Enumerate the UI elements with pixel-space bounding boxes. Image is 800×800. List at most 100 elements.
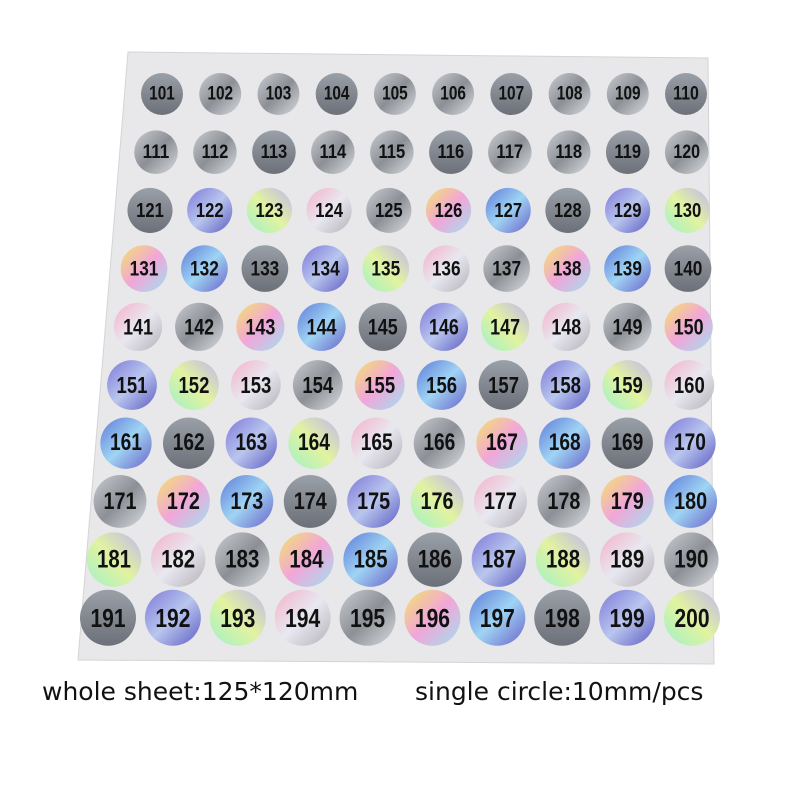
sticker: [181, 245, 228, 292]
sticker: [545, 187, 591, 233]
sticker-number: 149: [613, 314, 643, 339]
sticker-number: 166: [423, 430, 455, 456]
sticker: [474, 474, 527, 528]
sticker-number: 145: [368, 314, 398, 339]
sticker-number: 110: [673, 84, 699, 105]
sticker: [605, 187, 651, 233]
sticker: [141, 73, 183, 115]
sticker: [476, 417, 528, 469]
sticker-number: 153: [240, 372, 271, 398]
sticker-number: 123: [256, 199, 284, 222]
sticker: [134, 130, 178, 174]
sticker: [604, 245, 651, 292]
sticker-number: 155: [364, 372, 395, 398]
sticker-number: 115: [379, 141, 406, 163]
sticker: [664, 474, 718, 528]
sticker: [601, 417, 653, 469]
sticker: [413, 417, 466, 469]
sticker: [664, 532, 719, 587]
sticker-number: 189: [610, 546, 644, 574]
sticker-number: 126: [435, 199, 463, 222]
sticker: [534, 589, 591, 646]
sticker-number: 159: [612, 372, 643, 398]
sticker: [471, 532, 527, 587]
sticker-number: 134: [311, 257, 340, 281]
sticker: [351, 417, 403, 469]
sticker: [422, 245, 470, 292]
sticker-number: 151: [117, 372, 148, 398]
sticker-number: 162: [173, 430, 205, 456]
sticker: [419, 302, 469, 351]
sticker-number: 184: [289, 546, 323, 574]
sticker: [306, 187, 352, 233]
sticker: [600, 474, 654, 528]
sticker-number: 112: [202, 141, 229, 163]
sticker: [404, 589, 461, 646]
sticker-number: 101: [149, 84, 175, 105]
sticker-number: 196: [415, 603, 450, 633]
sticker: [209, 589, 266, 646]
sticker-number: 122: [196, 199, 224, 222]
sticker: [230, 360, 281, 410]
sticker: [535, 532, 591, 587]
sticker-number: 188: [546, 546, 580, 574]
sticker-number: 198: [545, 603, 580, 633]
sticker: [225, 417, 277, 469]
sticker: [488, 130, 532, 174]
sticker-number: 125: [375, 199, 403, 222]
sticker: [478, 360, 529, 410]
sticker: [150, 532, 206, 587]
sticker: [288, 417, 340, 469]
sticker-number: 139: [613, 257, 642, 281]
sticker: [302, 245, 349, 292]
sticker-number: 142: [184, 314, 214, 339]
sticker: [485, 187, 531, 233]
sticker: [347, 474, 401, 528]
sticker-number: 192: [155, 603, 190, 633]
sticker-number: 161: [110, 430, 142, 456]
sticker: [664, 130, 709, 174]
sticker: [315, 73, 358, 115]
sticker-number: 200: [674, 603, 709, 633]
sticker-number: 158: [550, 372, 581, 398]
sticker-number: 187: [482, 546, 516, 574]
sticker-number: 175: [357, 488, 390, 515]
sticker: [362, 245, 410, 292]
sticker: [187, 187, 233, 233]
sticker: [664, 302, 713, 351]
sticker-number: 129: [614, 199, 642, 222]
sticker: [664, 589, 720, 646]
sticker: [539, 417, 591, 469]
sticker: [410, 474, 464, 528]
sticker-number: 147: [490, 314, 520, 339]
sticker-number: 199: [610, 603, 645, 633]
sticker: [113, 302, 163, 351]
sticker-number: 163: [235, 430, 267, 456]
sticker: [283, 474, 337, 528]
sticker: [664, 245, 712, 292]
sticker-number: 111: [143, 141, 170, 163]
sticker: [199, 73, 242, 115]
sticker-number: 117: [496, 141, 523, 163]
sticker-grid: 101 102 103 104 105 106 107 108 109 110 111 112 113 1…: [80, 73, 720, 646]
sticker-number: 170: [674, 430, 706, 456]
sticker: [366, 187, 412, 233]
sticker: [144, 589, 201, 646]
sticker-number: 108: [557, 84, 583, 105]
sticker: [120, 245, 168, 292]
sticker-number: 141: [123, 314, 153, 339]
sticker-number: 137: [492, 257, 521, 281]
sticker-number: 152: [178, 372, 209, 398]
sticker: [665, 73, 707, 115]
sticker-number: 121: [136, 199, 164, 222]
sticker: [156, 474, 210, 528]
sticker: [407, 532, 462, 587]
sticker: [343, 532, 398, 587]
sticker: [292, 360, 343, 410]
sticker: [481, 302, 530, 351]
sticker-number: 197: [480, 603, 515, 633]
sticker: [311, 130, 355, 174]
sticker-number: 118: [555, 141, 582, 163]
sticker-number: 160: [674, 372, 705, 398]
sticker-number: 169: [611, 430, 643, 456]
